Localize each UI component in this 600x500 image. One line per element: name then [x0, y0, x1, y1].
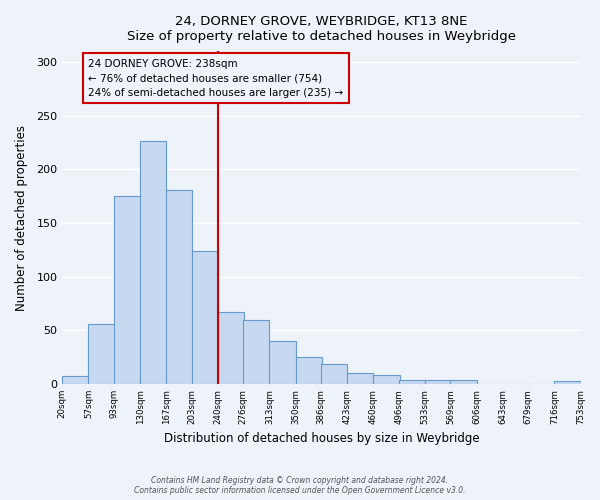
Bar [218, 312, 244, 384]
Bar [347, 373, 373, 384]
Title: 24, DORNEY GROVE, WEYBRIDGE, KT13 8NE
Size of property relative to detached hous: 24, DORNEY GROVE, WEYBRIDGE, KT13 8NE Si… [127, 15, 516, 43]
Bar [88, 324, 115, 384]
Text: Contains HM Land Registry data © Crown copyright and database right 2024.
Contai: Contains HM Land Registry data © Crown c… [134, 476, 466, 495]
Bar [373, 376, 400, 384]
Bar [166, 190, 193, 384]
Bar [140, 142, 166, 384]
Bar [269, 341, 296, 384]
Bar [451, 380, 476, 384]
Bar [321, 364, 347, 384]
Bar [114, 196, 140, 384]
Y-axis label: Number of detached properties: Number of detached properties [15, 124, 28, 310]
Bar [425, 380, 451, 384]
Bar [191, 251, 218, 384]
Text: 24 DORNEY GROVE: 238sqm
← 76% of detached houses are smaller (754)
24% of semi-d: 24 DORNEY GROVE: 238sqm ← 76% of detache… [88, 58, 344, 98]
Bar [296, 357, 322, 384]
Bar [243, 320, 269, 384]
Bar [554, 380, 581, 384]
Bar [399, 380, 425, 384]
X-axis label: Distribution of detached houses by size in Weybridge: Distribution of detached houses by size … [164, 432, 479, 445]
Bar [62, 376, 88, 384]
